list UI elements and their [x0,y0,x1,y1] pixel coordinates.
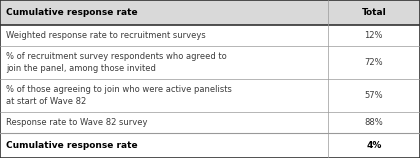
Text: 88%: 88% [365,118,383,127]
Text: % of those agreeing to join who were active panelists
at start of Wave 82: % of those agreeing to join who were act… [6,85,232,106]
Bar [0,79,420,112]
Text: Cumulative response rate: Cumulative response rate [6,141,138,150]
Bar [0,25,420,46]
Text: Weighted response rate to recruitment surveys: Weighted response rate to recruitment su… [6,31,206,40]
Text: Total: Total [362,8,386,17]
Bar [0,46,420,79]
Text: 12%: 12% [365,31,383,40]
Text: 57%: 57% [365,91,383,100]
Bar [0,133,420,158]
Text: Response rate to Wave 82 survey: Response rate to Wave 82 survey [6,118,148,127]
Text: 72%: 72% [365,58,383,67]
Bar [0,112,420,133]
Text: Cumulative response rate: Cumulative response rate [6,8,138,17]
Text: 4%: 4% [366,141,381,150]
Text: % of recruitment survey respondents who agreed to
join the panel, among those in: % of recruitment survey respondents who … [6,52,227,73]
Bar [0,0,420,25]
